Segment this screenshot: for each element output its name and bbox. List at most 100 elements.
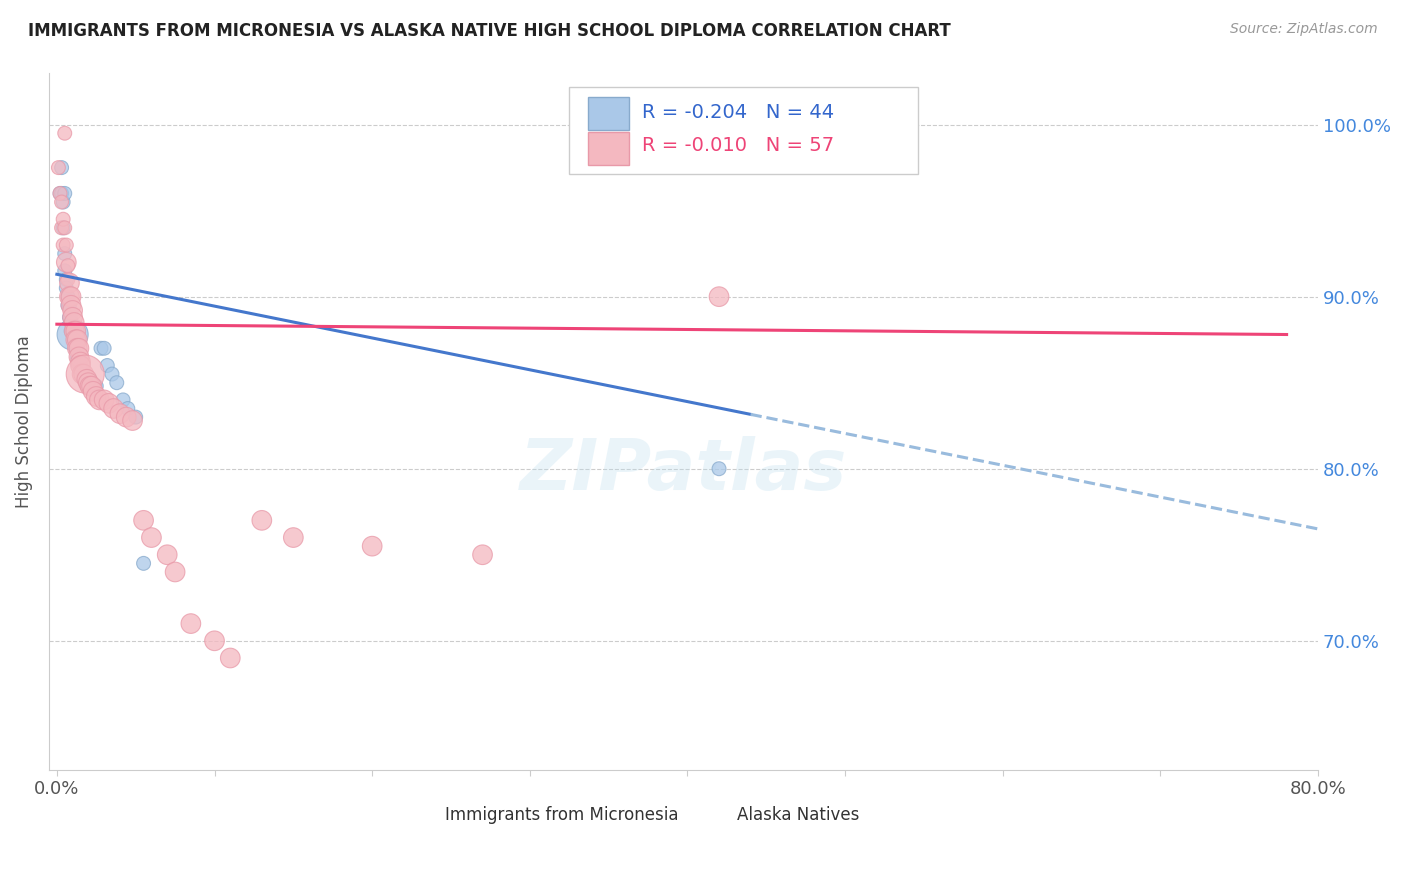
Point (65, 333, 87, 347)
Point (70, 362, 93, 376)
Point (121, 413, 143, 427)
Point (361, 539, 384, 553)
Point (55, 255, 77, 269)
Point (73, 367, 96, 381)
Point (66, 333, 89, 347)
Point (471, 548, 494, 562)
Point (53, 220, 76, 235)
Point (49, 186, 72, 201)
Text: IMMIGRANTS FROM MICRONESIA VS ALASKA NATIVE HIGH SCHOOL DIPLOMA CORRELATION CHAR: IMMIGRANTS FROM MICRONESIA VS ALASKA NAT… (28, 22, 950, 40)
Point (70, 367, 93, 381)
Point (62, 310, 84, 325)
Point (93, 392, 115, 407)
Point (204, 633, 226, 648)
Point (132, 513, 155, 527)
Point (58, 310, 80, 325)
Point (52, 194, 75, 209)
Point (165, 565, 187, 579)
Point (108, 407, 131, 421)
Point (84, 389, 107, 403)
Text: R = -0.010   N = 57: R = -0.010 N = 57 (641, 136, 834, 154)
Point (79, 379, 101, 393)
Point (67, 350, 90, 364)
Point (77, 372, 100, 386)
Point (117, 401, 139, 416)
Point (65, 341, 87, 355)
Point (283, 531, 305, 545)
Point (67, 355, 90, 369)
Point (51, 161, 73, 175)
Point (75, 370, 97, 384)
Point (84, 379, 107, 393)
Point (80, 376, 103, 390)
Point (69, 359, 91, 373)
Point (75, 367, 97, 381)
Point (97, 396, 120, 410)
FancyBboxPatch shape (569, 87, 918, 174)
Point (56, 290, 79, 304)
Text: ZIPatlas: ZIPatlas (520, 435, 848, 505)
Text: Alaska Natives: Alaska Natives (737, 806, 859, 824)
Point (62, 320, 84, 334)
Point (60, 298, 83, 312)
Point (66, 341, 89, 355)
Point (219, 651, 242, 665)
Point (707, 461, 730, 475)
FancyBboxPatch shape (588, 131, 628, 165)
FancyBboxPatch shape (700, 802, 733, 826)
Point (125, 410, 148, 425)
Point (48, 161, 70, 175)
Point (53, 186, 76, 201)
Point (51, 186, 73, 201)
Point (112, 392, 135, 407)
Point (55, 272, 77, 286)
Point (60, 324, 83, 338)
Point (115, 410, 138, 425)
Point (63, 327, 86, 342)
Y-axis label: High School Diploma: High School Diploma (15, 335, 32, 508)
Point (58, 290, 80, 304)
Point (62, 303, 84, 318)
Point (65, 338, 87, 352)
Point (60, 290, 83, 304)
Point (65, 324, 87, 338)
Point (66, 350, 89, 364)
Point (80, 379, 103, 393)
Point (52, 212, 75, 227)
Point (250, 513, 273, 527)
Point (55, 238, 77, 252)
Point (69, 359, 91, 373)
Text: Source: ZipAtlas.com: Source: ZipAtlas.com (1230, 22, 1378, 37)
FancyBboxPatch shape (408, 802, 441, 826)
Point (60, 316, 83, 330)
Point (105, 376, 128, 390)
Point (62, 327, 84, 342)
Text: R = -0.204   N = 44: R = -0.204 N = 44 (641, 103, 834, 122)
Point (132, 557, 155, 571)
Point (89, 392, 111, 407)
Point (53, 126, 76, 140)
Point (58, 276, 80, 290)
Point (60, 307, 83, 321)
Point (66, 341, 89, 355)
Point (49, 186, 72, 201)
Point (53, 264, 76, 278)
Point (93, 341, 115, 355)
Point (63, 316, 86, 330)
Point (103, 401, 125, 416)
Point (69, 355, 91, 369)
Point (63, 333, 86, 347)
Point (55, 281, 77, 295)
Point (56, 272, 79, 286)
Point (53, 246, 76, 260)
Point (90, 341, 112, 355)
Point (82, 384, 104, 399)
Point (141, 531, 163, 545)
Point (101, 367, 124, 381)
Point (56, 298, 79, 312)
Text: Immigrants from Micronesia: Immigrants from Micronesia (444, 806, 679, 824)
Point (73, 367, 96, 381)
Point (52, 220, 75, 235)
Point (58, 298, 80, 312)
Point (76, 372, 98, 386)
